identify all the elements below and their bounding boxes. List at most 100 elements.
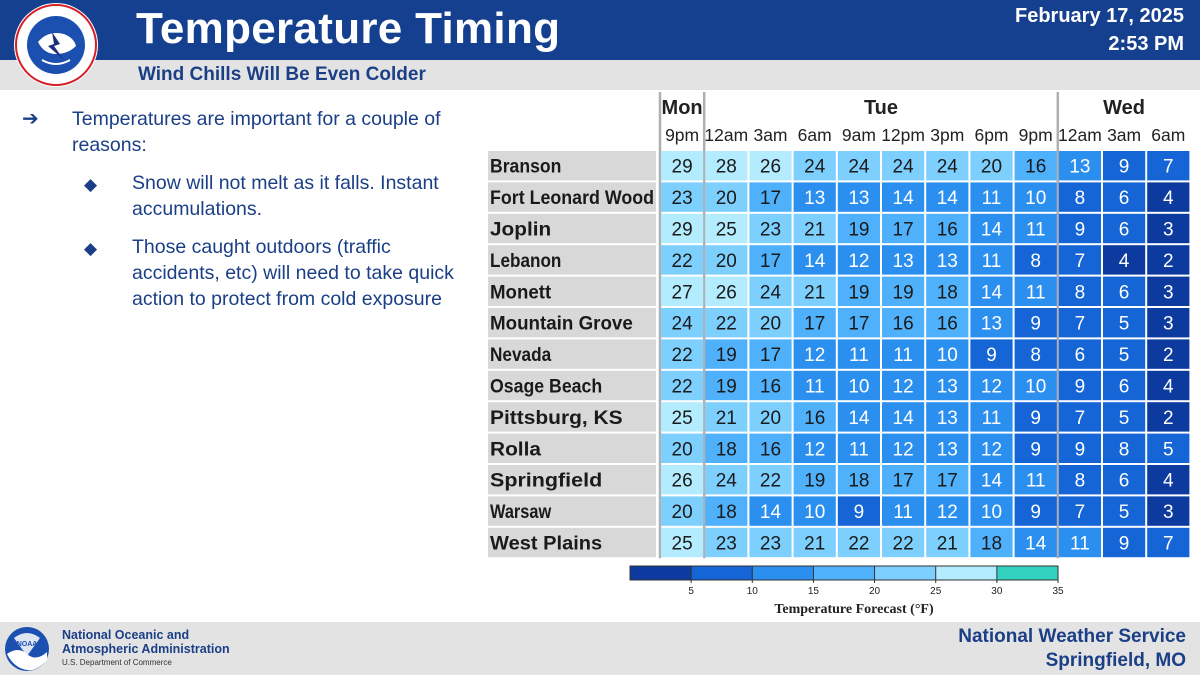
cell-value-label: 17 <box>760 251 781 272</box>
cell-value-label: 11 <box>849 439 869 460</box>
legend-color-bin <box>935 566 997 580</box>
legend-color-bin <box>752 566 814 580</box>
location-label-bg <box>488 245 656 275</box>
time-tick-label: 12pm <box>881 125 925 145</box>
heatmap-cell <box>793 276 836 306</box>
heatmap-cell <box>793 402 836 432</box>
heatmap-cell <box>1014 151 1057 181</box>
cell-value-label: 14 <box>981 282 1003 303</box>
cell-value-label: 19 <box>848 220 869 241</box>
cell-value-label: 6 <box>1119 220 1130 241</box>
cell-value-label: 26 <box>760 157 781 178</box>
heatmap-cell <box>1147 151 1190 181</box>
cell-value-label: 11 <box>893 345 913 366</box>
heatmap-cell <box>837 402 880 432</box>
cell-value-label: 11 <box>1070 534 1090 555</box>
heatmap-cell <box>661 370 704 401</box>
cell-value-label: 18 <box>716 439 737 460</box>
cell-value-label: 23 <box>760 534 781 555</box>
heatmap-cell <box>1058 465 1101 495</box>
cell-value-label: 18 <box>937 282 958 303</box>
noaa-logo: NOAA <box>5 627 49 671</box>
cell-value-label: 3 <box>1163 282 1174 303</box>
cell-value-label: 24 <box>716 471 738 492</box>
cell-value-label: 4 <box>1163 188 1174 209</box>
heatmap-cell <box>1014 433 1057 463</box>
heatmap-cell <box>970 151 1013 181</box>
cell-value-label: 20 <box>716 251 737 272</box>
cell-value-label: 19 <box>804 471 825 492</box>
cell-value-label: 17 <box>937 471 958 492</box>
cell-value-label: 7 <box>1075 502 1086 523</box>
legend-tick-label: 25 <box>930 586 942 597</box>
cell-value-label: 8 <box>1119 439 1130 460</box>
heatmap-cell <box>1014 402 1057 432</box>
heatmap-cell <box>837 433 880 463</box>
heatmap-cell <box>661 308 704 338</box>
cell-value-label: 5 <box>1119 408 1130 429</box>
heatmap-cell <box>1147 402 1190 432</box>
heatmap-cell <box>837 339 880 369</box>
heatmap-cell <box>1147 496 1190 526</box>
legend-color-bin <box>691 566 753 580</box>
heatmap-cell <box>882 527 925 558</box>
heatmap-cell <box>1103 151 1146 181</box>
heatmap-cell <box>1014 213 1057 244</box>
legend-tick-label: 15 <box>808 586 820 597</box>
heatmap-cell <box>749 465 792 495</box>
legend-title: Temperature Forecast (°F) <box>774 602 934 617</box>
cell-value-label: 18 <box>981 534 1002 555</box>
cell-value-label: 5 <box>1119 314 1130 335</box>
cell-value-label: 21 <box>937 534 958 555</box>
cell-value-label: 9 <box>986 345 997 366</box>
location-label: Fort Leonard Wood <box>490 188 654 209</box>
heatmap-cell <box>882 245 925 275</box>
cell-value-label: 13 <box>848 188 869 209</box>
office-name-line2: Springfield, MO <box>1045 650 1186 671</box>
cell-value-label: 5 <box>1119 345 1130 366</box>
arrow-right-icon: ➔ <box>22 108 39 130</box>
cell-value-label: 11 <box>893 502 913 523</box>
heatmap-cell <box>1014 527 1057 558</box>
cell-value-label: 5 <box>1163 439 1174 460</box>
heatmap-cell <box>926 151 969 181</box>
heatmap-cell <box>705 433 748 463</box>
day-label: Wed <box>1103 97 1145 119</box>
heatmap-cell <box>1058 182 1101 212</box>
cell-value-label: 21 <box>716 408 737 429</box>
cell-value-label: 26 <box>716 282 737 303</box>
cell-value-label: 16 <box>937 314 958 335</box>
heatmap-cell <box>1058 402 1101 432</box>
heatmap-cell <box>970 276 1013 306</box>
heatmap-cell <box>882 151 925 181</box>
heatmap-cell <box>1014 465 1057 495</box>
heatmap-cell <box>705 465 748 495</box>
heatmap-cell <box>661 245 704 275</box>
heatmap-cell <box>882 213 925 244</box>
cell-value-label: 29 <box>672 157 693 178</box>
cell-value-label: 20 <box>981 157 1002 178</box>
heatmap-cell <box>1058 433 1101 463</box>
diamond-icon: ◆ <box>84 239 98 258</box>
time-tick-label: 12am <box>1058 125 1102 145</box>
heatmap-cell <box>970 339 1013 369</box>
heatmap-cell <box>926 182 969 212</box>
heatmap-cell <box>705 151 748 181</box>
cell-value-label: 16 <box>804 408 825 429</box>
bullet-main: ➔ Temperatures are important for a coupl… <box>22 106 472 158</box>
heatmap-cell <box>705 370 748 401</box>
heatmap-cell <box>661 433 704 463</box>
heatmap-cell <box>661 339 704 369</box>
heatmap-cell <box>1014 308 1057 338</box>
heatmap-cell <box>837 308 880 338</box>
cell-value-label: 14 <box>893 408 915 429</box>
heatmap-cell <box>926 276 969 306</box>
location-label: Warsaw <box>490 502 551 523</box>
cell-value-label: 12 <box>981 439 1002 460</box>
cell-value-label: 9 <box>1075 377 1086 398</box>
heatmap-cell <box>1147 339 1190 369</box>
heatmap-cell <box>1103 527 1146 558</box>
cell-value-label: 22 <box>672 377 693 398</box>
heatmap-cell <box>1014 276 1057 306</box>
heatmap-cell <box>1014 245 1057 275</box>
